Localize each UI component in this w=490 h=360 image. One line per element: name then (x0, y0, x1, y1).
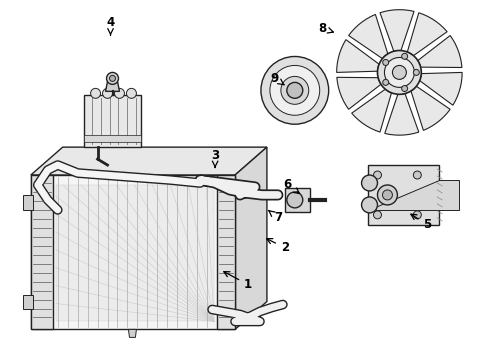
Circle shape (91, 88, 100, 98)
Polygon shape (420, 72, 462, 105)
Polygon shape (217, 175, 235, 329)
Circle shape (373, 171, 382, 179)
Polygon shape (380, 10, 414, 51)
Polygon shape (23, 294, 33, 310)
Polygon shape (31, 175, 53, 329)
Circle shape (115, 88, 124, 98)
Polygon shape (337, 77, 381, 109)
Circle shape (392, 66, 406, 80)
Circle shape (373, 211, 382, 219)
Circle shape (414, 211, 421, 219)
Circle shape (287, 192, 303, 208)
Polygon shape (337, 40, 379, 72)
Polygon shape (31, 175, 235, 329)
Circle shape (362, 175, 377, 191)
Polygon shape (418, 36, 462, 68)
Text: 4: 4 (106, 16, 115, 35)
Ellipse shape (281, 76, 309, 104)
Polygon shape (352, 89, 392, 132)
Ellipse shape (270, 66, 319, 115)
Polygon shape (385, 94, 419, 135)
Circle shape (383, 80, 389, 85)
Circle shape (362, 197, 377, 213)
Polygon shape (56, 185, 214, 321)
Circle shape (102, 88, 113, 98)
Circle shape (414, 69, 419, 75)
Circle shape (287, 82, 303, 98)
Text: 9: 9 (271, 72, 284, 85)
Polygon shape (368, 180, 459, 210)
Polygon shape (411, 86, 450, 130)
Polygon shape (128, 329, 136, 337)
Text: 1: 1 (224, 272, 252, 291)
Text: 6: 6 (284, 179, 299, 193)
Circle shape (414, 171, 421, 179)
Text: 3: 3 (211, 149, 219, 167)
Ellipse shape (261, 57, 329, 124)
Polygon shape (285, 188, 310, 212)
Text: 2: 2 (267, 239, 289, 254)
Circle shape (385, 58, 415, 87)
Circle shape (126, 88, 136, 98)
Polygon shape (368, 165, 439, 225)
Polygon shape (105, 81, 120, 91)
Polygon shape (84, 95, 142, 147)
Circle shape (383, 59, 389, 66)
Circle shape (402, 86, 408, 91)
Circle shape (377, 185, 397, 205)
Polygon shape (235, 147, 267, 329)
Polygon shape (23, 195, 33, 210)
Polygon shape (31, 147, 267, 175)
Circle shape (383, 190, 392, 200)
Polygon shape (407, 13, 447, 56)
Circle shape (110, 75, 116, 81)
Text: 5: 5 (411, 214, 431, 231)
Circle shape (402, 53, 408, 59)
Polygon shape (348, 14, 388, 59)
Circle shape (106, 72, 119, 84)
Text: 8: 8 (318, 22, 333, 35)
Text: 7: 7 (269, 211, 282, 224)
Circle shape (377, 50, 421, 94)
Polygon shape (84, 135, 142, 142)
